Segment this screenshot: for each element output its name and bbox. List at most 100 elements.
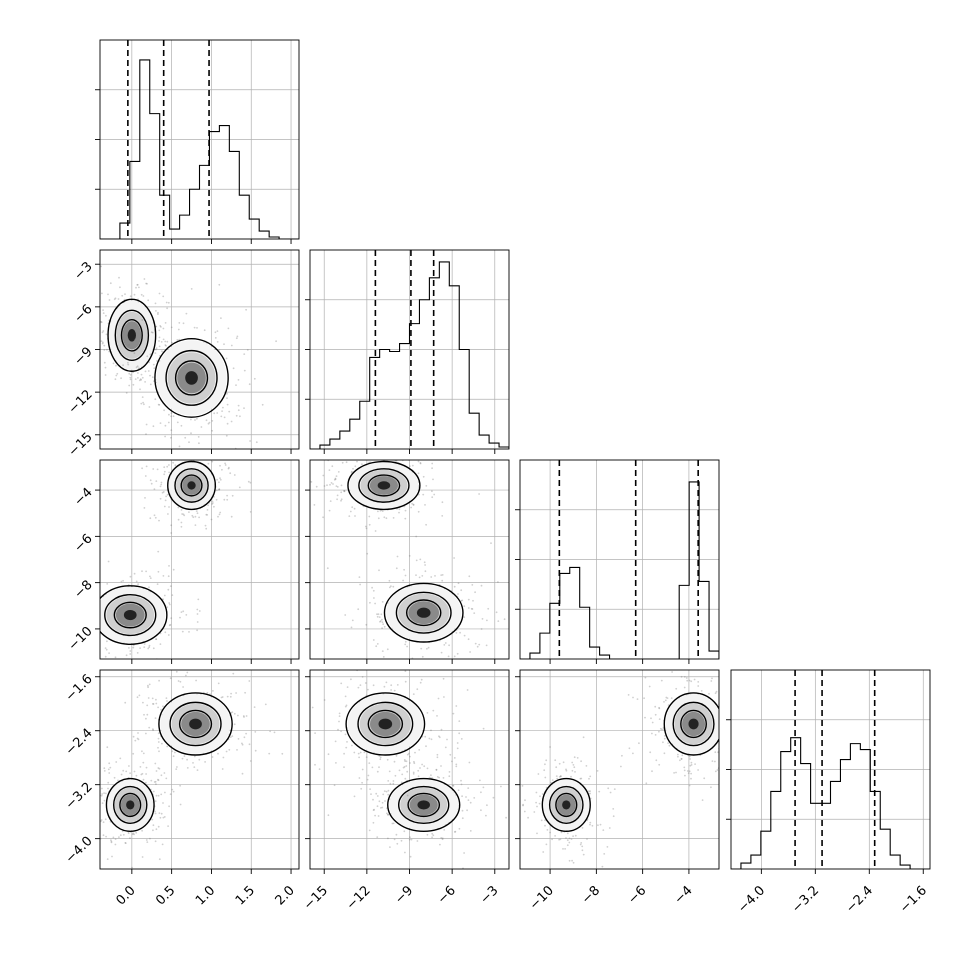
sample-point xyxy=(421,655,424,658)
tick-label-y: −12 xyxy=(66,387,96,417)
sample-point xyxy=(155,698,157,701)
sample-point xyxy=(411,464,414,467)
sample-point xyxy=(108,652,110,654)
sample-point xyxy=(152,647,155,650)
sample-point xyxy=(344,695,347,698)
sample-point xyxy=(125,654,128,657)
sample-point xyxy=(82,561,84,563)
sample-point xyxy=(81,608,83,610)
sample-point xyxy=(98,642,100,644)
sample-point xyxy=(417,472,420,475)
sample-point xyxy=(490,542,492,544)
sample-point xyxy=(221,696,224,698)
sample-point xyxy=(155,638,158,640)
sample-point xyxy=(155,325,158,328)
sample-point xyxy=(314,763,316,766)
sample-point xyxy=(145,282,148,285)
sample-point xyxy=(178,322,181,324)
sample-point xyxy=(560,831,563,834)
sample-point xyxy=(164,322,167,324)
sample-point xyxy=(602,829,605,831)
sample-point xyxy=(497,620,500,622)
sample-point xyxy=(194,446,196,448)
sample-point xyxy=(163,772,166,774)
sample-point xyxy=(208,421,211,424)
sample-point xyxy=(471,608,474,610)
tick-label-x: −4.0 xyxy=(735,883,768,916)
sample-point xyxy=(139,647,142,649)
sample-point xyxy=(142,295,145,297)
sample-point xyxy=(535,801,537,804)
contour-line xyxy=(120,318,143,352)
tick-label-y: −4 xyxy=(71,485,95,509)
sample-point xyxy=(172,755,175,758)
sample-point xyxy=(728,764,730,766)
tick-label-y: −8 xyxy=(71,578,95,602)
sample-point xyxy=(589,790,591,793)
sample-point xyxy=(229,472,232,475)
sample-point xyxy=(129,295,132,298)
sample-point xyxy=(163,505,166,508)
sample-point xyxy=(133,572,136,575)
sample-point xyxy=(361,768,364,771)
sample-point xyxy=(103,770,106,772)
sample-point xyxy=(247,480,250,483)
sample-point xyxy=(245,715,248,717)
sample-point xyxy=(668,744,671,747)
sample-point xyxy=(372,639,375,641)
sample-point xyxy=(195,510,198,512)
sample-point xyxy=(472,599,474,602)
sample-point xyxy=(335,475,338,477)
sample-point xyxy=(375,792,378,795)
sample-point xyxy=(409,465,411,467)
sample-point xyxy=(103,767,106,770)
sample-point xyxy=(675,771,677,774)
sample-point xyxy=(222,756,225,759)
sample-point xyxy=(380,613,383,616)
sample-point xyxy=(670,697,673,699)
sample-point xyxy=(664,699,667,702)
sample-point xyxy=(368,829,371,832)
sample-point xyxy=(721,739,723,741)
sample-point xyxy=(344,614,347,616)
sample-point xyxy=(368,515,371,518)
sample-point xyxy=(589,792,591,795)
sample-point xyxy=(407,752,410,755)
sample-point xyxy=(361,463,363,466)
sample-point xyxy=(406,645,408,648)
sample-point xyxy=(456,652,459,655)
sample-point xyxy=(125,770,128,773)
sample-point xyxy=(570,838,573,840)
sample-point xyxy=(455,763,458,766)
sample-point xyxy=(344,705,347,708)
sample-point xyxy=(114,297,117,300)
sample-point xyxy=(382,623,385,626)
sample-point xyxy=(137,738,140,741)
sample-point xyxy=(406,753,409,756)
sample-point xyxy=(95,657,97,659)
sample-point xyxy=(413,762,416,765)
sample-point xyxy=(166,340,169,343)
sample-point xyxy=(93,807,95,809)
sample-point xyxy=(381,510,384,512)
sample-point xyxy=(425,523,427,526)
sample-point xyxy=(340,730,342,733)
sample-point xyxy=(102,834,105,837)
sample-point xyxy=(565,837,567,839)
sample-point xyxy=(184,452,186,454)
sample-point xyxy=(153,514,156,517)
sample-point xyxy=(71,610,73,612)
panel-0-0 xyxy=(95,39,300,244)
sample-point xyxy=(466,809,468,812)
tick-label-x: −1.6 xyxy=(897,883,930,916)
sample-point xyxy=(686,679,689,682)
sample-point xyxy=(438,736,441,739)
contour-line xyxy=(154,337,229,418)
sample-point xyxy=(689,758,691,760)
sample-point xyxy=(648,685,651,688)
scatter-points xyxy=(311,670,507,869)
sample-point xyxy=(237,714,239,717)
sample-point xyxy=(129,653,132,655)
tick-label-x: −4 xyxy=(672,883,696,907)
sample-point xyxy=(460,600,463,602)
